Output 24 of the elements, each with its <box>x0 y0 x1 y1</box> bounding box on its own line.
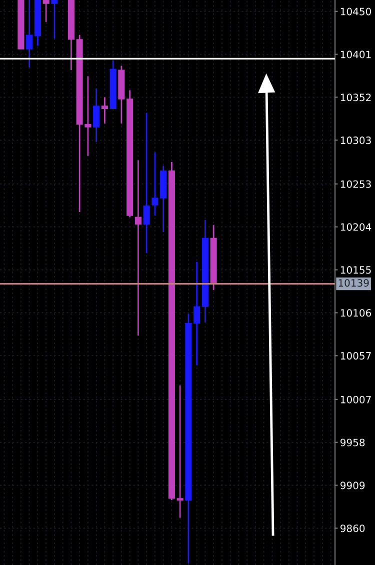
candlestick <box>194 261 200 366</box>
y-tick-label: 9860 <box>340 524 365 532</box>
candlestick <box>93 88 100 143</box>
candlestick <box>143 112 150 254</box>
candlestick <box>101 96 108 124</box>
y-tick-label: 10401 <box>340 50 371 58</box>
y-tick-label: 10106 <box>340 309 372 317</box>
y-tick-label: 10352 <box>340 94 371 102</box>
candlestick <box>134 160 142 336</box>
y-tick-label: 10155 <box>340 266 371 274</box>
y-tick-label: 10007 <box>340 396 371 404</box>
y-tick-label: 10057 <box>340 352 371 360</box>
candlestick <box>176 384 184 518</box>
candlestick <box>42 0 50 23</box>
y-tick-label: 10450 <box>340 8 372 16</box>
y-tick-label: 10253 <box>340 180 371 188</box>
ref-line-label: 10139 <box>338 279 369 287</box>
y-tick-label: 9909 <box>340 482 365 490</box>
candlestick <box>51 0 58 40</box>
y-tick-label: 10303 <box>340 136 371 144</box>
candlestick <box>152 152 158 216</box>
y-tick-label: 10204 <box>340 223 372 231</box>
y-tick-label: 9958 <box>340 438 365 446</box>
candlestick <box>26 0 33 68</box>
